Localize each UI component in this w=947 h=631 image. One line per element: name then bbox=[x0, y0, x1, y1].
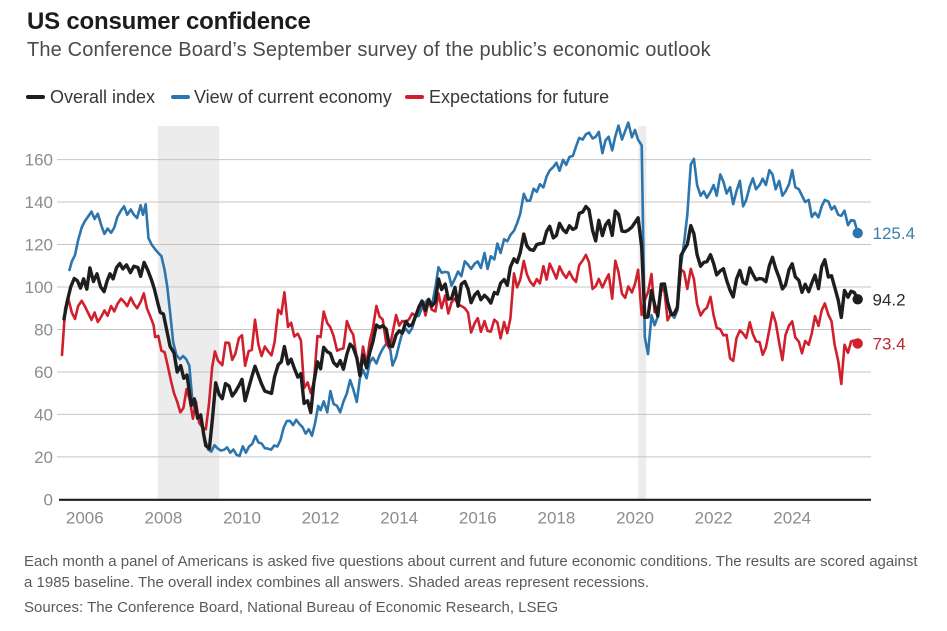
svg-text:2010: 2010 bbox=[223, 509, 261, 528]
svg-text:120: 120 bbox=[25, 236, 53, 255]
svg-text:160: 160 bbox=[25, 151, 53, 170]
svg-text:20: 20 bbox=[34, 448, 53, 467]
svg-text:0: 0 bbox=[44, 490, 53, 509]
svg-text:60: 60 bbox=[34, 363, 53, 382]
svg-text:100: 100 bbox=[25, 278, 53, 297]
svg-text:2008: 2008 bbox=[144, 509, 182, 528]
svg-text:2018: 2018 bbox=[537, 509, 575, 528]
svg-text:80: 80 bbox=[34, 321, 53, 340]
svg-text:2014: 2014 bbox=[380, 509, 418, 528]
svg-text:2012: 2012 bbox=[302, 509, 340, 528]
svg-text:94.2: 94.2 bbox=[873, 290, 906, 309]
svg-text:2020: 2020 bbox=[616, 509, 654, 528]
svg-text:2024: 2024 bbox=[773, 509, 811, 528]
svg-text:2006: 2006 bbox=[66, 509, 104, 528]
svg-text:2022: 2022 bbox=[695, 509, 733, 528]
svg-text:73.4: 73.4 bbox=[873, 335, 906, 354]
svg-text:140: 140 bbox=[25, 193, 53, 212]
svg-text:40: 40 bbox=[34, 405, 53, 424]
svg-text:2016: 2016 bbox=[459, 509, 497, 528]
svg-text:125.4: 125.4 bbox=[873, 224, 916, 243]
